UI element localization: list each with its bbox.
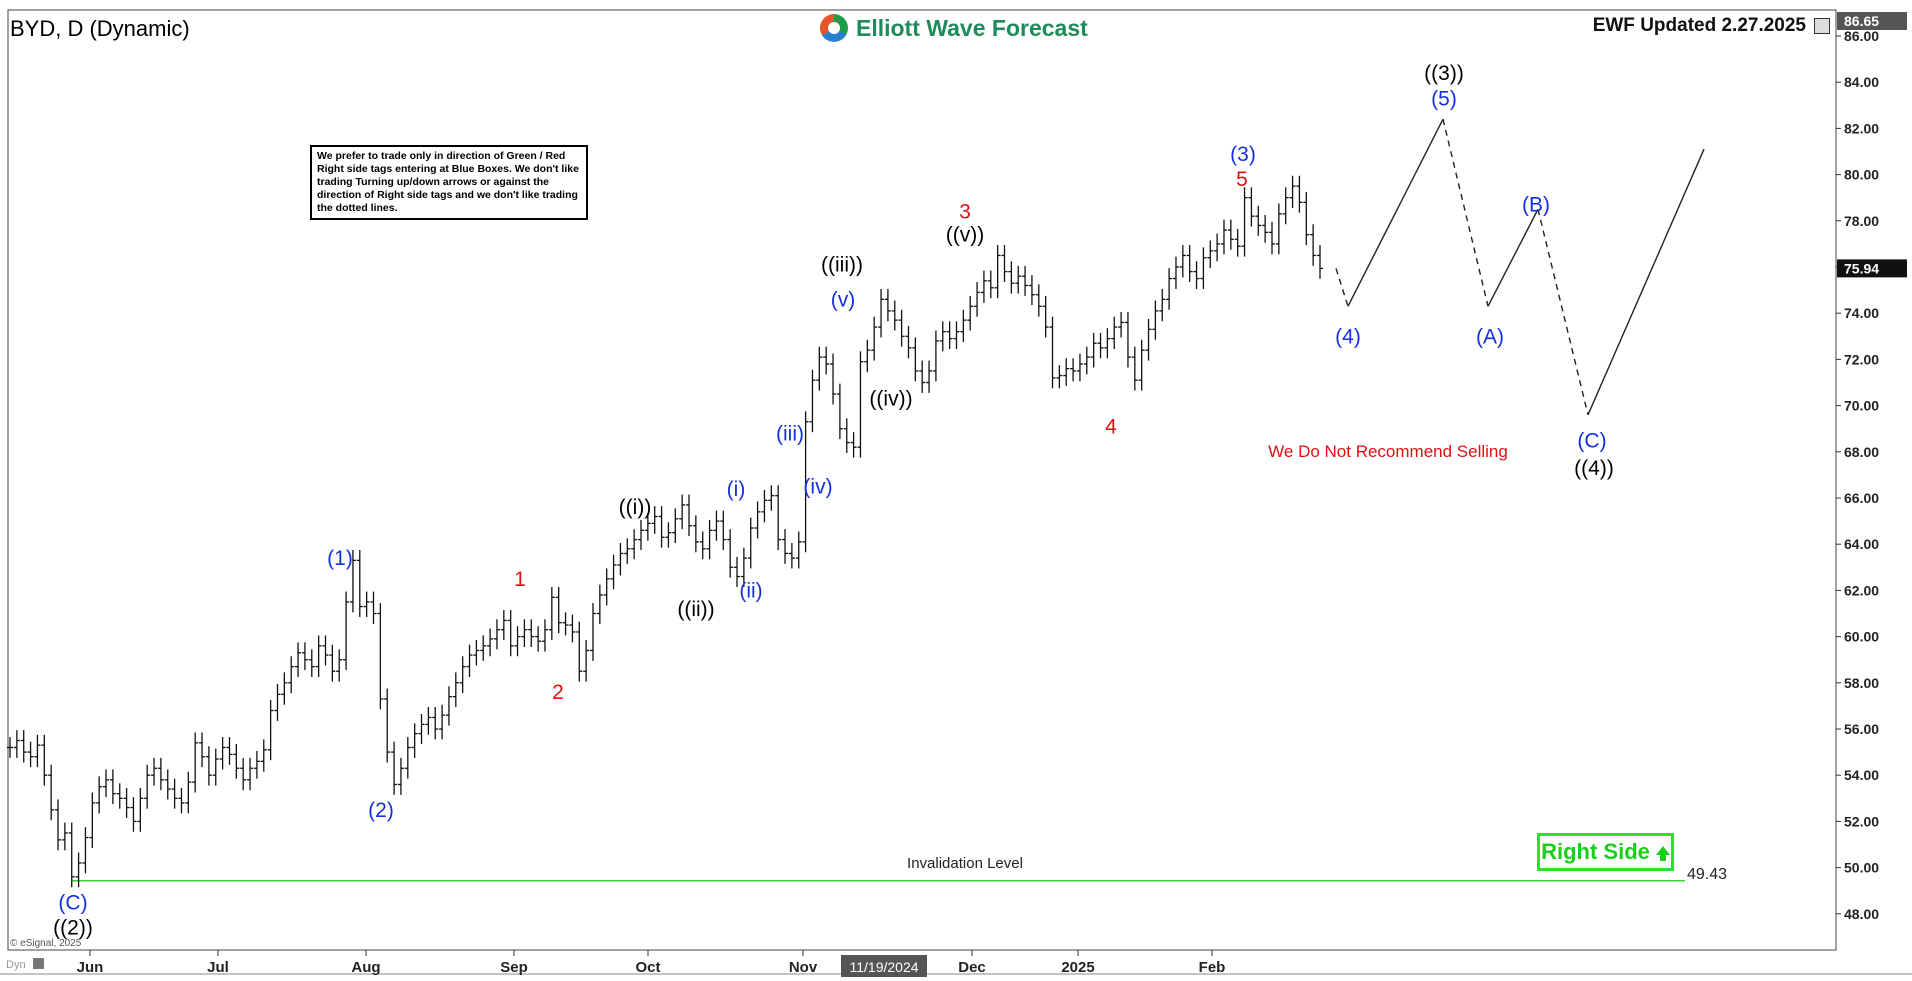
x-tick-label: Jul	[207, 959, 229, 976]
y-tick-label: 54.00	[1844, 767, 1879, 783]
y-tick-label: 56.00	[1844, 721, 1879, 737]
wave-label: ((3))	[1424, 62, 1464, 85]
y-tick-label: 82.00	[1844, 120, 1879, 136]
copyright-text: © eSignal, 2025	[10, 938, 82, 949]
wave-label: ((i))	[619, 496, 652, 519]
arrow-up-icon	[1655, 845, 1670, 861]
wave-label: (C)	[58, 891, 87, 914]
invalidation-value: 49.43	[1687, 866, 1727, 883]
wave-label: (i)	[727, 478, 746, 501]
y-tick-label: 58.00	[1844, 675, 1879, 691]
y-tick-label: 68.00	[1844, 444, 1879, 460]
projection-segment	[1335, 268, 1349, 307]
y-tick-label: 66.00	[1844, 490, 1879, 506]
wave-label: ((iv))	[869, 388, 912, 411]
y-tick-label: 80.00	[1844, 167, 1879, 183]
wave-label: (B)	[1522, 194, 1550, 217]
y-tick-label: 74.00	[1844, 305, 1879, 321]
right-side-tag: Right Side	[1537, 833, 1674, 871]
wave-label: (iii)	[776, 422, 804, 445]
window-restore-icon[interactable]	[1814, 18, 1830, 34]
price-flag-label: 86.65	[1844, 13, 1879, 29]
projection-segment	[1587, 148, 1705, 416]
wave-label: (ii)	[739, 579, 762, 602]
cursor-date-box	[841, 955, 927, 977]
brand-logo-icon	[820, 14, 848, 42]
y-tick-label: 70.00	[1844, 398, 1879, 414]
wave-label: (5)	[1431, 87, 1457, 110]
wave-label: ((2))	[53, 917, 93, 940]
plot-frame	[7, 9, 1837, 951]
corner-tag: Dyn	[6, 959, 26, 971]
y-tick-label: 62.00	[1844, 582, 1879, 598]
brand: Elliott Wave Forecast	[820, 14, 1088, 42]
x-tick-label: Oct	[635, 959, 660, 976]
updated-label: EWF Updated 2.27.2025	[1592, 15, 1806, 36]
wave-label: 2	[552, 681, 564, 704]
x-tick-label: Dec	[958, 959, 986, 976]
y-tick-label: 84.00	[1844, 74, 1879, 90]
wave-label: (2)	[368, 799, 394, 822]
wave-label: ((v))	[946, 224, 984, 247]
y-tick-label: 72.00	[1844, 351, 1879, 367]
wave-label: (iv)	[803, 475, 832, 498]
wave-label: (1)	[327, 547, 353, 570]
x-tick-label: Nov	[789, 959, 818, 976]
price-flag-box	[1837, 259, 1907, 278]
wave-label: (v)	[831, 288, 856, 311]
corner-square-icon	[33, 958, 44, 969]
wave-label: ((4))	[1574, 457, 1614, 480]
x-tick-label: Feb	[1199, 959, 1226, 976]
chart-title: BYD, D (Dynamic)	[10, 16, 190, 41]
x-tick-label: Jun	[77, 959, 104, 976]
wave-label: 3	[959, 201, 971, 224]
y-tick-label: 86.00	[1844, 28, 1879, 44]
wave-label: 4	[1105, 415, 1117, 438]
x-tick-label: 2025	[1061, 959, 1094, 976]
y-tick-label: 64.00	[1844, 536, 1879, 552]
right-side-label: Right Side	[1541, 839, 1650, 864]
x-tick-label: Aug	[351, 959, 380, 976]
projection-segment	[1442, 118, 1489, 307]
y-tick-label: 78.00	[1844, 213, 1879, 229]
wave-label: 1	[514, 568, 526, 591]
price-flag-box	[1837, 11, 1907, 30]
no-sell-note: We Do Not Recommend Selling	[1268, 442, 1508, 461]
trading-note: We prefer to trade only in direction of …	[310, 145, 588, 220]
projection-segment	[1487, 208, 1539, 307]
wave-label: ((ii))	[677, 598, 714, 621]
y-tick-label: 52.00	[1844, 813, 1879, 829]
wave-label: 5	[1236, 168, 1248, 191]
x-tick-label: Sep	[500, 959, 528, 976]
y-tick-label: 60.00	[1844, 629, 1879, 645]
wave-label: ((iii))	[821, 254, 863, 277]
wave-label: (A)	[1476, 325, 1504, 348]
invalidation-label: Invalidation Level	[907, 855, 1023, 872]
wave-label: (C)	[1577, 429, 1606, 452]
price-flag-label: 75.94	[1844, 260, 1879, 276]
projection-segment	[1347, 118, 1444, 307]
wave-label: (4)	[1335, 325, 1361, 348]
wave-label: (3)	[1230, 143, 1256, 166]
cursor-date-label: 11/19/2024	[849, 959, 918, 975]
projection-segment	[1537, 209, 1589, 416]
y-tick-label: 50.00	[1844, 860, 1879, 876]
brand-name: Elliott Wave Forecast	[856, 14, 1088, 41]
y-tick-label: 48.00	[1844, 906, 1879, 922]
